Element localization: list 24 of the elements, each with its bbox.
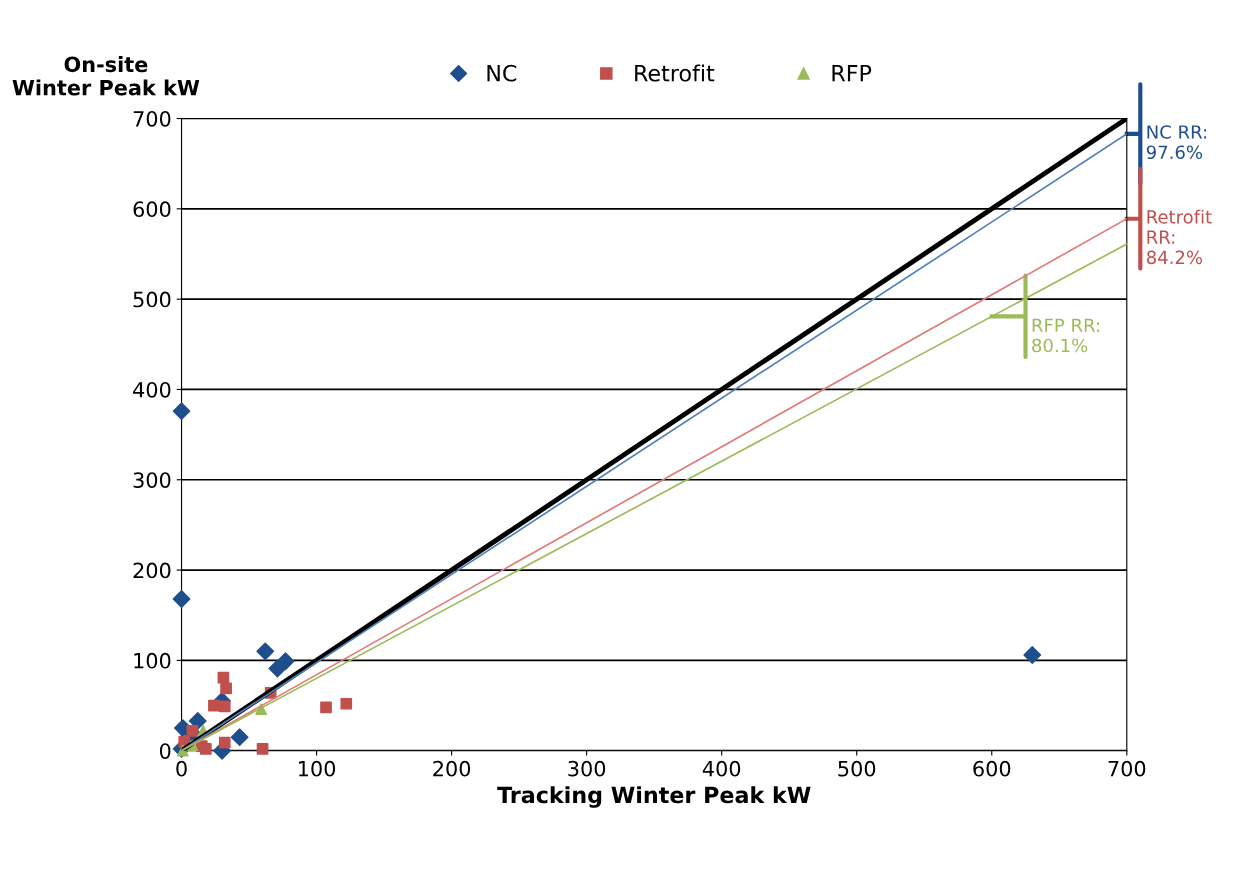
x-tick-label: 700 [1108,760,1146,777]
x-tick-label: 600 [973,760,1011,777]
y-tick-label: 500 [133,291,171,308]
y-axis-title: On-site Winter Peak kW [12,56,200,96]
legend-label: NC [487,64,517,82]
y-tick-label: 400 [133,381,171,398]
y-tick-label: 700 [133,110,171,127]
x-tick-label: 400 [702,760,741,777]
x-tick-label: 500 [838,760,876,777]
x-tick-label: 0 [176,760,187,777]
x-tick-label: 200 [433,760,471,777]
y-tick-label: 0 [159,743,171,759]
x-tick-label: 300 [568,760,606,777]
y-tick-label: 100 [134,652,171,669]
legend-label: RFP [832,65,872,82]
text: NC RR: 97.6% [1146,125,1207,160]
annotation: RFP RR: 80.1% [1032,318,1099,353]
legend-label: Retrofit [635,64,715,82]
y-tick-label: 200 [133,562,171,579]
x-axis-title: Tracking Winter Peak kW [497,786,811,808]
y-tick-label: 600 [133,201,171,218]
x-tick-label: 100 [298,760,336,777]
text: Retrofit RR: 84.2% [1146,209,1212,265]
y-tick-label: 300 [133,472,171,488]
